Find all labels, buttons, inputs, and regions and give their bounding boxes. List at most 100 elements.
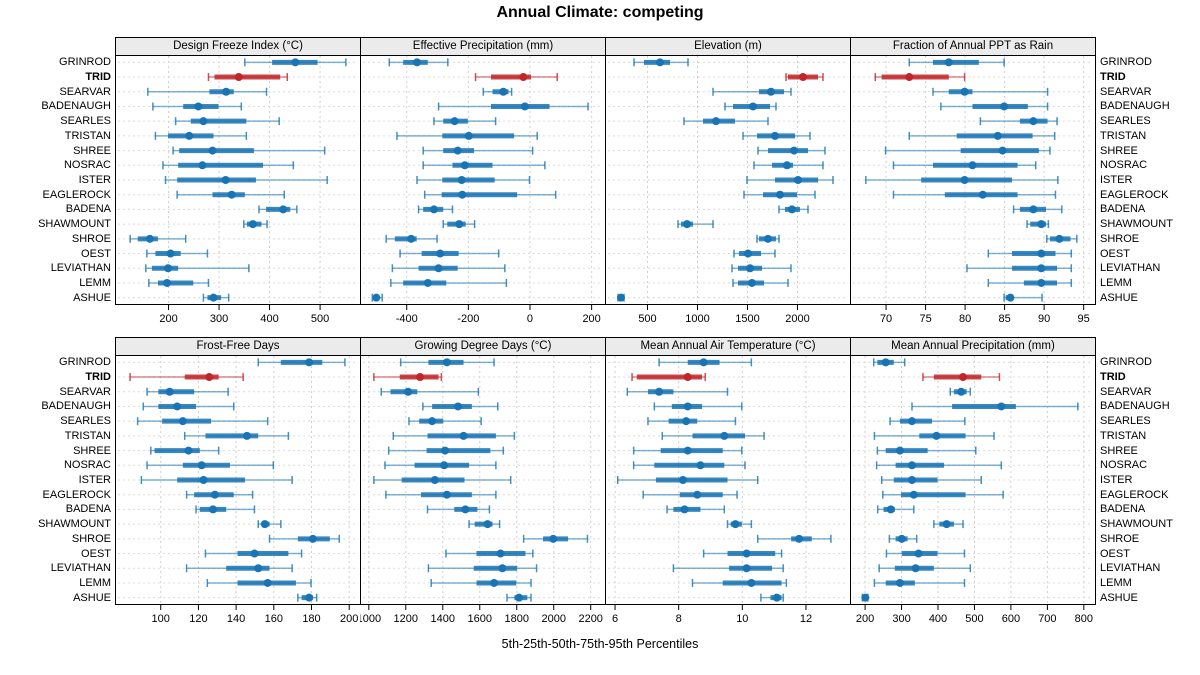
- axis-tick-label: 120: [189, 613, 207, 625]
- series-shroe-mean-annual-precipitation: [888, 534, 918, 543]
- panel-header-growing-degree-days: Growing Degree Days (°C): [360, 337, 606, 356]
- site-label-right-ashue: ASHUE: [1100, 591, 1138, 604]
- median-dot: [794, 176, 802, 184]
- median-dot: [790, 146, 798, 155]
- median-dot: [747, 578, 756, 587]
- site-label-right-searvar: SEARVAR: [1100, 385, 1152, 398]
- site-label-right-lemm: LEMM: [1100, 276, 1132, 289]
- panel-effective-precipitation: -400 -200 0 200: [360, 55, 606, 325]
- median-dot: [1037, 264, 1046, 273]
- axis-tick-label: 8: [676, 613, 682, 625]
- site-label-right-oest: OEST: [1100, 547, 1130, 560]
- series-shroe-fraction-ppt-rain: [1046, 234, 1078, 243]
- series-oest-growing-degree-days: [445, 549, 534, 558]
- panel-header-mean-annual-air-temperature: Mean Annual Air Temperature (°C): [605, 337, 851, 356]
- series-ashue-fraction-ppt-rain: [1003, 293, 1043, 302]
- series-leviathan-elevation: [731, 264, 792, 273]
- median-dot: [499, 87, 508, 96]
- axis-tick-label: 100: [152, 613, 170, 625]
- site-label-left-lemm: LEMM: [79, 576, 111, 589]
- series-badena-design-freeze-index: [258, 205, 298, 214]
- series-shawmount-frost-free-days: [257, 520, 282, 529]
- series-shawmount-design-freeze-index: [243, 220, 268, 229]
- series-trid-design-freeze-index: [207, 73, 289, 82]
- median-dot: [932, 431, 941, 440]
- site-label-right-tristan: TRISTAN: [1100, 429, 1147, 442]
- series-tristan-mean-annual-air-temperature: [661, 431, 765, 440]
- median-dot: [242, 431, 251, 440]
- series-badena-effective-precipitation: [417, 205, 454, 214]
- panel-mean-annual-precipitation: 200 300 400 500 600 700 800: [850, 355, 1096, 625]
- site-label-right-eaglerock: EAGLEROCK: [1100, 488, 1169, 501]
- median-dot: [909, 490, 918, 499]
- series-grinrod-frost-free-days: [257, 358, 346, 367]
- series-nosrac-mean-annual-air-temperature: [632, 461, 746, 470]
- site-label-left-lemm: LEMM: [79, 276, 111, 289]
- median-dot: [166, 249, 175, 258]
- median-dot: [441, 446, 450, 455]
- site-label-left-eaglerock: EAGLEROCK: [42, 488, 111, 501]
- site-label-left-tristan: TRISTAN: [64, 129, 111, 142]
- median-dot: [696, 461, 705, 470]
- series-badena-growing-degree-days: [426, 505, 491, 514]
- median-dot: [944, 58, 953, 67]
- site-label-left-oest: OEST: [81, 547, 111, 560]
- median-dot: [515, 593, 524, 602]
- axis-tick-label: 1600: [468, 613, 492, 625]
- site-label-left-searvar: SEARVAR: [59, 85, 111, 98]
- median-dot: [457, 176, 466, 184]
- series-eaglerock-frost-free-days: [185, 490, 254, 499]
- series-searvar-design-freeze-index: [147, 87, 268, 96]
- site-label-right-badenaugh: BADENAUGH: [1100, 400, 1170, 413]
- series-oest-mean-annual-air-temperature: [702, 549, 783, 558]
- axis-tick-label: 95: [1078, 313, 1090, 325]
- series-nosrac-effective-precipitation: [422, 161, 546, 170]
- site-label-right-badenaugh: BADENAUGH: [1100, 100, 1170, 113]
- site-label-right-lemm: LEMM: [1100, 576, 1132, 589]
- series-shree-growing-degree-days: [387, 446, 505, 455]
- site-label-left-trid: TRID: [85, 371, 111, 384]
- site-label-right-eaglerock: EAGLEROCK: [1100, 188, 1169, 201]
- axis-tick-label: 180: [302, 613, 320, 625]
- series-searles-frost-free-days: [136, 417, 269, 426]
- median-dot: [250, 549, 259, 558]
- median-dot: [1000, 102, 1009, 111]
- site-label-left-badenaugh: BADENAUGH: [41, 400, 111, 413]
- panel-mean-annual-air-temperature: 6 8 10 12: [605, 355, 851, 625]
- median-dot: [1006, 293, 1015, 302]
- median-dot: [881, 358, 890, 367]
- median-dot: [907, 476, 916, 484]
- axis-tick-label: 1000: [685, 313, 709, 325]
- median-dot: [461, 505, 470, 514]
- site-label-left-badena: BADENA: [65, 503, 111, 516]
- axis-tick-label: 200: [856, 613, 874, 625]
- series-leviathan-fraction-ppt-rain: [966, 264, 1073, 273]
- series-ashue-frost-free-days: [297, 593, 318, 602]
- site-label-left-shawmount: SHAWMOUNT: [38, 218, 111, 231]
- site-label-left-shawmount: SHAWMOUNT: [38, 518, 111, 531]
- series-searvar-fraction-ppt-rain: [932, 87, 1049, 96]
- axis-tick-label: 160: [265, 613, 283, 625]
- site-label-left-ister: ISTER: [78, 174, 111, 186]
- median-dot: [199, 476, 208, 484]
- median-dot: [263, 578, 272, 587]
- site-label-right-tristan: TRISTAN: [1100, 129, 1147, 142]
- series-shroe-mean-annual-air-temperature: [756, 534, 832, 543]
- site-label-right-shawmount: SHAWMOUNT: [1100, 518, 1173, 531]
- axis-tick-label: 2200: [578, 613, 602, 625]
- median-dot: [404, 387, 413, 396]
- axis-tick-label: 85: [998, 313, 1010, 325]
- median-dot: [720, 431, 729, 440]
- series-shree-fraction-ppt-rain: [884, 146, 1051, 155]
- series-leviathan-growing-degree-days: [427, 564, 538, 573]
- median-dot: [905, 73, 914, 82]
- site-label-left-shree: SHREE: [73, 444, 111, 457]
- axis-tick-label: -400: [396, 313, 418, 325]
- site-label-right-shroe: SHROE: [1100, 232, 1140, 245]
- series-searvar-elevation: [712, 87, 792, 96]
- median-dot: [519, 73, 528, 82]
- series-shawmount-mean-annual-precipitation: [933, 520, 964, 529]
- median-dot: [767, 87, 775, 96]
- panel-elevation: 500 1000 1500 2000: [605, 55, 851, 325]
- series-ister-mean-annual-precipitation: [880, 476, 982, 484]
